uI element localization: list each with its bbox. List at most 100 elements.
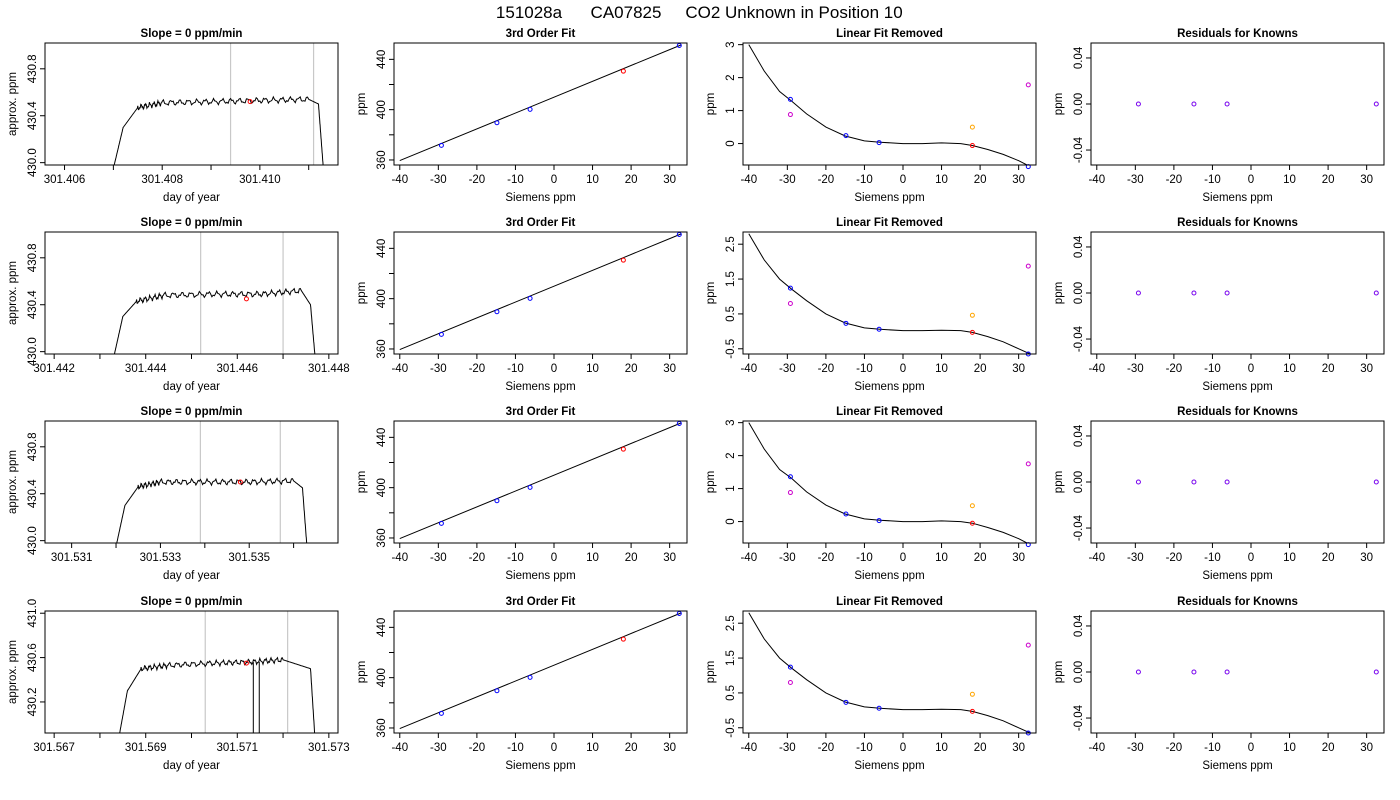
x-tick-label: -10 bbox=[507, 552, 524, 564]
data-point bbox=[969, 503, 975, 509]
x-tick-label: 0 bbox=[1248, 552, 1254, 564]
cubic-residual-curve bbox=[748, 233, 1031, 354]
data-point bbox=[527, 674, 533, 680]
data-point bbox=[438, 142, 444, 148]
x-tick-label: 301.531 bbox=[51, 552, 93, 564]
x-tick-label: 20 bbox=[1322, 174, 1335, 186]
x-tick-label: -10 bbox=[1204, 363, 1221, 375]
data-point bbox=[1224, 101, 1230, 107]
y-tick-label: 430.4 bbox=[27, 479, 39, 508]
y-tick-label: 3 bbox=[725, 41, 737, 47]
x-axis-label: Siemens ppm bbox=[505, 760, 575, 772]
y-tick-label: -0.04 bbox=[1073, 325, 1085, 352]
panel-title: Residuals for Knowns bbox=[1177, 596, 1298, 608]
y-axis-label: ppm bbox=[356, 93, 368, 115]
data-point bbox=[527, 484, 533, 490]
panel-title: Residuals for Knowns bbox=[1177, 28, 1298, 40]
data-point bbox=[438, 520, 444, 526]
x-tick-label: 301.446 bbox=[216, 363, 258, 375]
x-tick-label: 10 bbox=[1283, 363, 1296, 375]
plot-area bbox=[748, 422, 1029, 543]
x-tick-label: -20 bbox=[818, 174, 835, 186]
y-axis-label: ppm bbox=[1053, 471, 1065, 493]
plot-frame bbox=[44, 420, 339, 544]
panel-fit: 3rd Order Fit Siemens ppm ppm -40 -30 -20 -10 0… bbox=[356, 28, 688, 204]
panel-linear_removed: Linear Fit Removed Siemens ppm ppm -40 -30 -2… bbox=[705, 406, 1037, 582]
x-tick-label: 30 bbox=[1012, 742, 1025, 754]
y-tick-label: 0.00 bbox=[1073, 471, 1085, 493]
x-axis-label: Siemens ppm bbox=[1202, 570, 1272, 582]
x-tick-label: 0 bbox=[551, 552, 557, 564]
x-tick-label: -20 bbox=[469, 742, 486, 754]
panel-residuals: Residuals for Knowns Siemens ppm ppm -40 -30… bbox=[1053, 406, 1385, 582]
panel-residuals: Residuals for Knowns Siemens ppm ppm -40 -30… bbox=[1053, 28, 1385, 204]
data-point bbox=[876, 518, 882, 524]
y-tick-label: 360 bbox=[376, 150, 388, 169]
plot-frame bbox=[1090, 420, 1385, 544]
panel-title: Linear Fit Removed bbox=[836, 217, 943, 229]
y-tick-label: 1 bbox=[725, 107, 737, 113]
cubic-residual-curve bbox=[748, 612, 1031, 733]
plot-frame bbox=[393, 231, 688, 355]
fit-line bbox=[399, 612, 682, 730]
x-tick-label: -10 bbox=[507, 363, 524, 375]
y-tick-label: 2.5 bbox=[725, 236, 737, 252]
y-axis-label: ppm bbox=[705, 661, 717, 683]
concentration-trace bbox=[119, 656, 316, 733]
x-tick-label: -20 bbox=[1166, 174, 1183, 186]
plot-frame bbox=[1090, 610, 1385, 734]
x-tick-label: -10 bbox=[1204, 174, 1221, 186]
panel-fit: 3rd Order Fit Siemens ppm ppm -40 -30 -20 -10 0… bbox=[356, 217, 688, 393]
plot-area bbox=[113, 43, 324, 165]
data-point bbox=[527, 106, 533, 112]
plot-frame bbox=[393, 420, 688, 544]
data-point bbox=[969, 329, 975, 335]
x-tick-label: 0 bbox=[551, 742, 557, 754]
data-point bbox=[1191, 479, 1197, 485]
y-tick-label: 2 bbox=[725, 74, 737, 80]
plot-area bbox=[399, 233, 682, 351]
y-tick-label: 440 bbox=[376, 50, 388, 69]
panel-timeseries: Slope = 0 ppm/min day of year approx. ppm 3… bbox=[7, 406, 339, 582]
y-tick-label: 0.04 bbox=[1073, 614, 1085, 637]
y-tick-label: 430.0 bbox=[27, 337, 39, 366]
x-tick-label: 0 bbox=[900, 742, 906, 754]
x-tick-label: 10 bbox=[1283, 174, 1296, 186]
y-tick-label: 2 bbox=[725, 452, 737, 458]
panel-title: Linear Fit Removed bbox=[836, 28, 943, 40]
figure-title-tank: CA07825 bbox=[591, 3, 662, 22]
panel-timeseries: Slope = 0 ppm/min day of year approx. ppm 3… bbox=[7, 28, 339, 204]
plot-area bbox=[399, 422, 682, 540]
y-tick-label: 2.5 bbox=[725, 615, 737, 631]
y-axis-label: ppm bbox=[705, 471, 717, 493]
data-point bbox=[787, 285, 793, 291]
y-axis-label: ppm bbox=[1053, 661, 1065, 683]
x-tick-label: 0 bbox=[551, 174, 557, 186]
x-tick-label: -40 bbox=[1088, 552, 1105, 564]
x-tick-label: 0 bbox=[900, 174, 906, 186]
panel-title: Slope = 0 ppm/min bbox=[141, 217, 243, 229]
x-tick-label: 10 bbox=[586, 174, 599, 186]
panel-title: Slope = 0 ppm/min bbox=[141, 596, 243, 608]
y-axis-label: approx. ppm bbox=[7, 261, 19, 325]
x-tick-label: -20 bbox=[469, 363, 486, 375]
x-tick-label: 10 bbox=[1283, 742, 1296, 754]
panel-linear_removed: Linear Fit Removed Siemens ppm ppm -40 -30 -2… bbox=[705, 596, 1037, 772]
x-tick-label: -40 bbox=[1088, 363, 1105, 375]
data-point bbox=[876, 705, 882, 711]
x-tick-label: 30 bbox=[1012, 552, 1025, 564]
data-point bbox=[787, 664, 793, 670]
plot-area bbox=[748, 612, 1031, 733]
x-tick-label: 30 bbox=[1360, 552, 1373, 564]
x-tick-label: -30 bbox=[779, 363, 796, 375]
y-tick-label: 360 bbox=[376, 528, 388, 547]
x-tick-label: 30 bbox=[1012, 363, 1025, 375]
panel-grid: Slope = 0 ppm/min day of year approx. ppm 3… bbox=[7, 28, 1385, 772]
cubic-residual-curve bbox=[748, 422, 1029, 543]
y-tick-label: 430.4 bbox=[27, 290, 39, 319]
data-point bbox=[1135, 101, 1141, 107]
panel-title: 3rd Order Fit bbox=[506, 217, 576, 229]
data-point bbox=[787, 679, 793, 685]
plot-area bbox=[748, 44, 1029, 165]
